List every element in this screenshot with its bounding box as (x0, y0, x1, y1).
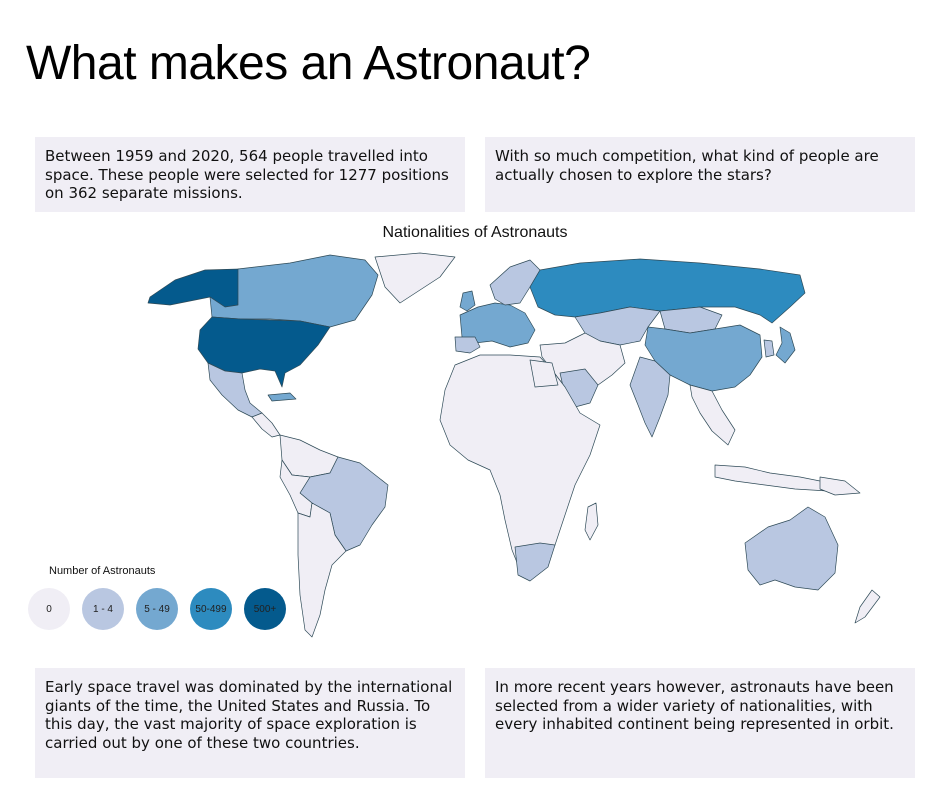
country-southeast-asia[interactable] (689, 384, 736, 446)
country-central-america[interactable] (251, 412, 281, 438)
legend-bin-0: 0 (28, 588, 70, 630)
map-title: Nationalities of Astronauts (382, 224, 568, 241)
country-egypt[interactable] (529, 359, 559, 388)
country-cuba[interactable] (267, 392, 297, 402)
country-korea[interactable] (763, 339, 775, 358)
legend-bin-2: 5 - 49 (136, 588, 178, 630)
country-japan[interactable] (775, 326, 796, 364)
country-southern-cone[interactable] (297, 502, 347, 638)
world-map (147, 252, 881, 638)
country-united-states[interactable] (197, 316, 331, 388)
country-australia[interactable] (744, 506, 839, 591)
outro-text-right: In more recent years however, astronauts… (485, 668, 915, 778)
country-greenland[interactable] (374, 252, 456, 304)
intro-text-right: With so much competition, what kind of p… (485, 137, 915, 212)
country-madagascar[interactable] (584, 502, 599, 541)
country-united-kingdom[interactable] (459, 290, 476, 312)
country-south-africa[interactable] (514, 542, 556, 582)
country-alaska[interactable] (147, 268, 241, 308)
country-iberia[interactable] (454, 336, 481, 354)
legend-title: Number of Astronauts (49, 565, 156, 577)
outro-text-left: Early space travel was dominated by the … (35, 668, 465, 778)
page-title: What makes an Astronaut? (26, 37, 591, 90)
country-indonesia[interactable] (714, 464, 831, 492)
legend-bin-3: 50-499 (190, 588, 232, 630)
legend-bin-1: 1 - 4 (82, 588, 124, 630)
intro-text-left: Between 1959 and 2020, 564 people travel… (35, 137, 465, 212)
country-new-zealand[interactable] (854, 589, 881, 624)
legend-bin-4: 500+ (244, 588, 286, 630)
country-india[interactable] (629, 356, 671, 438)
country-papua-new-guinea[interactable] (819, 476, 861, 496)
